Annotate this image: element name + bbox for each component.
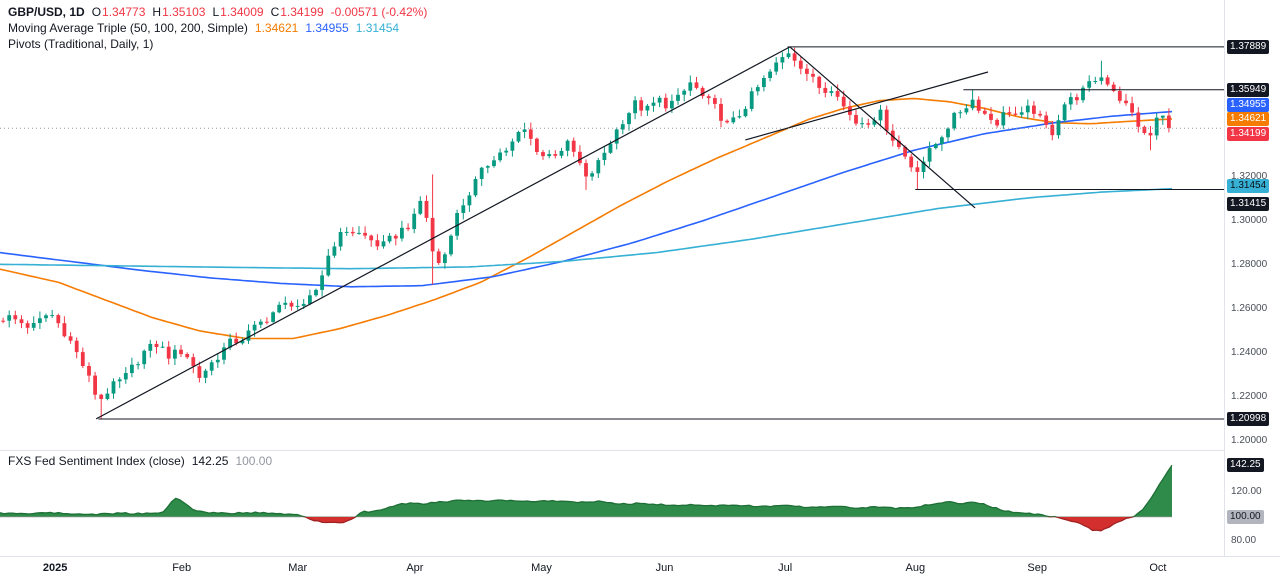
sentiment-badge: 100.00 — [1227, 509, 1264, 524]
ma-line-sma50 — [0, 97, 1173, 340]
pane-divider[interactable] — [0, 450, 1224, 451]
high-number: 1.35103 — [162, 5, 206, 19]
close-value: C 1.34199 — [271, 5, 324, 19]
time-axis-label: Oct — [1149, 562, 1167, 574]
sentiment-legend: FXS Fed Sentiment Index (close) 142.25 1… — [8, 453, 272, 469]
pivots-legend-row[interactable]: Pivots (Traditional, Daily, 1) — [8, 36, 427, 52]
high-label: H — [152, 5, 162, 19]
sentiment-area-positive — [0, 465, 1172, 517]
time-axis-label: Aug — [905, 562, 926, 574]
ma-indicator-title: Moving Average Triple (50, 100, 200, Sim… — [8, 21, 248, 35]
price-axis-label: 1.24000 — [1231, 346, 1268, 358]
sentiment-badge: 142.25 — [1227, 458, 1264, 473]
sentiment-legend-row[interactable]: FXS Fed Sentiment Index (close) 142.25 1… — [8, 453, 272, 469]
ma-line-sma200 — [0, 187, 1173, 270]
sentiment-current-value: 142.25 — [191, 454, 229, 468]
price-axis-label: 1.30000 — [1231, 214, 1268, 226]
open-label: O — [91, 5, 102, 19]
price-badge: 1.34199 — [1227, 127, 1270, 142]
ma-legend-row[interactable]: Moving Average Triple (50, 100, 200, Sim… — [8, 20, 427, 36]
high-value: H 1.35103 — [152, 5, 205, 19]
low-value: L 1.34009 — [212, 5, 263, 19]
price-badge: 1.31415 — [1227, 196, 1270, 211]
time-axis-label: Apr — [406, 562, 424, 574]
price-badge: 1.31454 — [1227, 178, 1270, 193]
ma200-value: 1.31454 — [355, 21, 400, 35]
trendline[interactable] — [95, 46, 791, 420]
price-axis-label: 1.26000 — [1231, 302, 1268, 314]
trendline[interactable] — [745, 71, 989, 141]
price-axis[interactable]: 1.32000 1.30000 1.28000 1.26000 1.24000 1.220… — [1224, 0, 1280, 556]
time-axis-label: Mar — [288, 562, 308, 574]
pivots-indicator-title: Pivots (Traditional, Daily, 1) — [8, 37, 154, 51]
time-axis-label: Jul — [778, 562, 793, 574]
trendline[interactable] — [789, 46, 976, 209]
low-number: 1.34009 — [220, 5, 264, 19]
open-number: 1.34773 — [102, 5, 146, 19]
sentiment-indicator-title: FXS Fed Sentiment Index (close) — [8, 454, 185, 468]
price-axis-label: 1.22000 — [1231, 390, 1268, 402]
time-axis-label: 2025 — [42, 562, 68, 574]
ma-line-sma100 — [0, 110, 1173, 288]
symbol-title: GBP/USD, 1D — [8, 5, 85, 19]
price-axis-label: 1.20000 — [1231, 434, 1268, 446]
sentiment-line — [0, 464, 1173, 517]
sentiment-base-value: 100.00 — [235, 454, 273, 468]
low-label: L — [212, 5, 220, 19]
change-value: -0.00571 (-0.42%) — [330, 5, 428, 19]
time-axis-label: May — [531, 562, 552, 574]
price-badge: 1.20998 — [1227, 411, 1270, 426]
close-number: 1.34199 — [280, 5, 324, 19]
time-axis-label: Jun — [655, 562, 674, 574]
symbol-legend-row[interactable]: GBP/USD, 1D O 1.34773 H 1.35103 L 1.34009 C… — [8, 4, 427, 20]
time-axis[interactable]: 2025 Feb Mar Apr May Jun Jul Aug Sep Oct — [0, 556, 1280, 578]
candlesticks — [1, 46, 1171, 419]
price-axis-label: 1.32000 — [1231, 170, 1268, 182]
open-value: O 1.34773 — [92, 5, 146, 19]
time-axis-label: Feb — [172, 562, 192, 574]
price-axis-label: 1.28000 — [1231, 258, 1268, 270]
main-legend: GBP/USD, 1D O 1.34773 H 1.35103 L 1.34009 C… — [8, 4, 427, 52]
close-label: C — [270, 5, 280, 19]
price-badge: 1.37889 — [1227, 39, 1270, 54]
ma50-value: 1.34621 — [254, 21, 299, 35]
time-axis-label: Sep — [1027, 562, 1047, 574]
ma100-value: 1.34955 — [305, 21, 349, 35]
price-badge: 1.34621 — [1227, 111, 1270, 126]
sentiment-axis-label: 120.00 — [1231, 486, 1262, 498]
sentiment-axis-label: 80.00 — [1231, 535, 1257, 547]
price-badge: 1.34955 — [1227, 97, 1270, 112]
price-badge: 1.35949 — [1227, 82, 1270, 97]
